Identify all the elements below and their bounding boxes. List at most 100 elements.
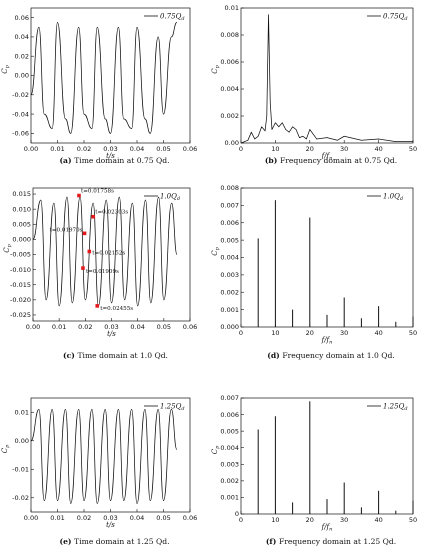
x-tick-label: 0.04: [130, 145, 144, 153]
x-tick-label: 20: [306, 516, 314, 524]
legend-label: 1.0Qd: [383, 193, 403, 203]
data-point: [240, 142, 242, 144]
data-point: [302, 135, 304, 137]
y-axis-label: Cp: [1, 444, 11, 453]
chart-panel-b: 0 10 20 30 40 50 0.01 0.008 0.006 0.004 0.002 0.00 f…: [211, 4, 417, 165]
x-tick-label: 0.02: [77, 514, 91, 522]
data-point: [163, 113, 164, 115]
y-tick-label: 0.002: [220, 112, 239, 120]
x-axis-label: f/fn: [321, 152, 333, 162]
data-point: [111, 302, 112, 304]
data-point: [110, 133, 111, 134]
y-tick-label: 0.001: [220, 306, 239, 314]
panel-caption: (e) Time domain at 1.25 Qd.: [60, 537, 170, 546]
annotation-marker: [91, 214, 96, 219]
data-point: [343, 135, 345, 137]
data-point: [30, 440, 32, 442]
data-point: [123, 118, 125, 120]
data-point: [268, 14, 269, 16]
data-point: [85, 299, 86, 301]
chart-panel-a: 0.00 0.01 0.02 0.03 0.04 0.05 0.06 0.06 0.04 0.02…: [1, 7, 197, 165]
x-tick-label: 0.05: [157, 323, 171, 331]
data-point: [53, 202, 55, 204]
x-tick-label: 0.03: [104, 323, 118, 331]
y-tick-label: 0.015: [12, 190, 31, 198]
panel-caption: (d) Frequency domain at 1.0 Qd.: [267, 351, 395, 360]
data-point: [83, 113, 85, 115]
data-point: [145, 199, 146, 201]
data-point: [176, 254, 178, 255]
data-point: [51, 128, 53, 129]
x-tick-label: 0.06: [183, 323, 197, 331]
y-tick-label: 0.005: [220, 427, 239, 435]
data-point: [176, 22, 178, 23]
data-point: [30, 94, 32, 96]
data-point: [43, 500, 45, 501]
annotation-marker: [87, 249, 92, 254]
y-axis-label: Cp: [211, 445, 221, 454]
data-point: [163, 299, 165, 301]
panel-caption: (a) Time domain at 0.75 Qd.: [59, 156, 169, 165]
data-point: [247, 140, 249, 141]
y-tick-label: -0.025: [10, 311, 31, 319]
y-tick-label: 0.02: [15, 52, 29, 60]
annotation-marker: [95, 304, 100, 308]
data-point: [92, 202, 94, 204]
y-tick-label: 0.00: [225, 139, 239, 147]
data-point: [70, 133, 72, 134]
y-tick-label: 0.008: [220, 184, 239, 192]
plot-frame: [240, 187, 414, 328]
data-point: [118, 409, 119, 410]
y-tick-label: 0.005: [220, 236, 239, 244]
data-point: [171, 202, 172, 204]
y-tick-label: -0.02: [12, 494, 29, 502]
x-tick-label: 0.00: [26, 323, 40, 331]
data-point: [278, 126, 280, 128]
data-point: [104, 409, 106, 410]
y-tick-label: 0.003: [220, 460, 239, 468]
x-tick-label: 0.06: [183, 514, 197, 522]
y-tick-label: 0.01: [225, 4, 239, 12]
data-point: [144, 409, 146, 410]
x-tick-label: 10: [271, 516, 279, 524]
data-point: [149, 133, 151, 134]
data-point: [316, 138, 317, 140]
data-point: [132, 202, 133, 204]
data-point: [136, 503, 138, 504]
y-tick-label: -0.06: [12, 130, 29, 138]
x-tick-label: 0.05: [156, 145, 170, 153]
chart-panel-d: 0 10 20 30 40 50 0.008 0.007 0.006 0.005 0.004 0.00…: [211, 184, 417, 360]
legend-label: 0.75Qd: [160, 13, 185, 23]
data-point: [157, 409, 159, 410]
legend-label: 1.0Qd: [160, 193, 180, 203]
y-tick-label: -0.02: [12, 91, 29, 99]
y-tick-label: 0.001: [220, 494, 239, 502]
x-tick-label: 0.02: [78, 323, 92, 331]
data-point: [326, 137, 328, 138]
data-point: [271, 129, 273, 130]
y-tick-label: 0.00: [15, 437, 29, 445]
data-point: [65, 409, 66, 410]
y-tick-label: -0.015: [10, 281, 31, 289]
spectrum-line: [240, 14, 413, 144]
y-tick-label: 0.006: [220, 58, 239, 66]
x-axis-label: f/fn: [321, 523, 333, 533]
data-point: [58, 305, 60, 307]
x-tick-label: 0.05: [156, 514, 170, 522]
y-axis-label: Cp: [211, 64, 221, 73]
data-point: [124, 299, 125, 301]
x-tick-label: 0.01: [50, 514, 64, 522]
x-tick-label: 40: [374, 329, 382, 337]
plot-frame: [240, 397, 414, 515]
annotation-marker: [77, 193, 81, 198]
data-point: [171, 36, 172, 38]
y-tick-label: 0.006: [220, 411, 239, 419]
chart-panel-c: 0.00 0.01 0.02 0.03 0.04 0.05 0.06 0.015 0.010 0.…: [3, 187, 197, 360]
x-axis-label: t/s: [107, 330, 116, 338]
x-tick-label: 0.04: [130, 323, 144, 331]
legend-label: 1.25Qd: [383, 403, 408, 413]
x-tick-label: 0.06: [183, 145, 197, 153]
y-tick-label: 0.00: [15, 72, 29, 80]
data-point: [45, 299, 47, 301]
data-point: [65, 118, 66, 120]
